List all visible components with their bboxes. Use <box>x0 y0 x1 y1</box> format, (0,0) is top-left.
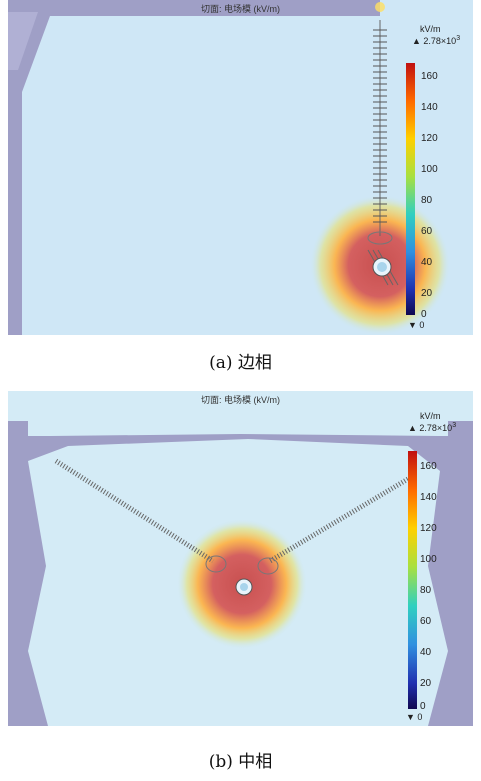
tick-label: 80 <box>420 585 432 596</box>
tick-label: 160 <box>421 71 438 82</box>
colorbar-unit: kV/m <box>420 24 441 34</box>
tick-label: 80 <box>421 195 433 206</box>
field-plot-b <box>8 391 473 726</box>
tick-label: 40 <box>420 647 432 658</box>
colorbar <box>406 63 415 315</box>
tick-label: 140 <box>420 492 437 503</box>
tower-frame <box>8 421 473 726</box>
field-plot-a <box>8 0 473 335</box>
colorbar-unit: kV/m <box>420 411 441 421</box>
tick-label: 60 <box>421 226 433 237</box>
tick-label: 0 <box>420 701 426 712</box>
tick-label: 160 <box>420 461 437 472</box>
tick-label: 120 <box>420 523 437 534</box>
tick-label: 100 <box>420 554 437 565</box>
tick-label: 0 <box>421 309 427 320</box>
colorbar-max: ▲ 2.78×103 <box>412 35 461 46</box>
tick-label: 100 <box>421 164 438 175</box>
tick-label: 20 <box>421 288 433 299</box>
plot-title: 切面: 电场模 (kV/m) <box>201 4 280 14</box>
plot-title: 切面: 电场模 (kV/m) <box>201 395 280 405</box>
colorbar-min: ▼ 0 <box>408 320 425 330</box>
colorbar <box>408 451 417 709</box>
figure-a: 切面: 电场模 (kV/m) kV/m ▲ 2.78×103 160 140 1… <box>8 0 473 335</box>
colorbar-max: ▲ 2.78×103 <box>408 422 457 433</box>
tick-label: 140 <box>421 102 438 113</box>
colorbar-min: ▼ 0 <box>406 712 423 722</box>
tick-label: 40 <box>421 257 433 268</box>
figure-b: 切面: 电场模 (kV/m) kV/m ▲ 2.78×103 160 140 1… <box>8 391 473 726</box>
tick-label: 120 <box>421 133 438 144</box>
tick-label: 20 <box>420 678 432 689</box>
tick-label: 60 <box>420 616 432 627</box>
caption-b: (b) 中相 <box>208 752 273 772</box>
caption-a: (a) 边相 <box>209 353 272 373</box>
